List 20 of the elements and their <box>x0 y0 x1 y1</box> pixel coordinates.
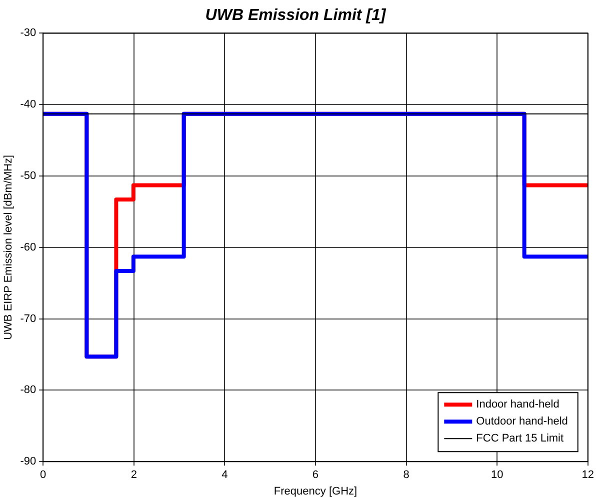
y-tick-label: -60 <box>20 241 36 254</box>
y-tick-label: -90 <box>20 456 36 468</box>
x-tick-label: 8 <box>403 469 410 482</box>
y-tick-label: -50 <box>20 170 36 182</box>
x-tick-label: 2 <box>130 469 137 482</box>
x-tick-label: 6 <box>312 469 319 482</box>
y-tick-label: -70 <box>20 312 36 325</box>
x-axis-title: Frequency [GHz] <box>274 485 358 498</box>
x-tick-label: 10 <box>490 469 504 482</box>
x-tick-label: 12 <box>582 469 594 482</box>
y-tick-label: -40 <box>20 98 36 111</box>
legend-label: FCC Part 15 Limit <box>476 432 564 445</box>
y-tick-label: -30 <box>20 27 36 40</box>
x-tick-label: 0 <box>40 469 46 482</box>
y-tick-label: -80 <box>20 384 36 396</box>
legend-label: Indoor hand-held <box>476 398 560 411</box>
legend-label: Outdoor hand-held <box>476 416 568 428</box>
x-tick-label: 4 <box>222 469 228 482</box>
y-axis-title: UWB EIRP Emission level [dBm/MHz] <box>2 154 15 340</box>
chart-title: UWB Emission Limit [1] <box>205 7 386 24</box>
